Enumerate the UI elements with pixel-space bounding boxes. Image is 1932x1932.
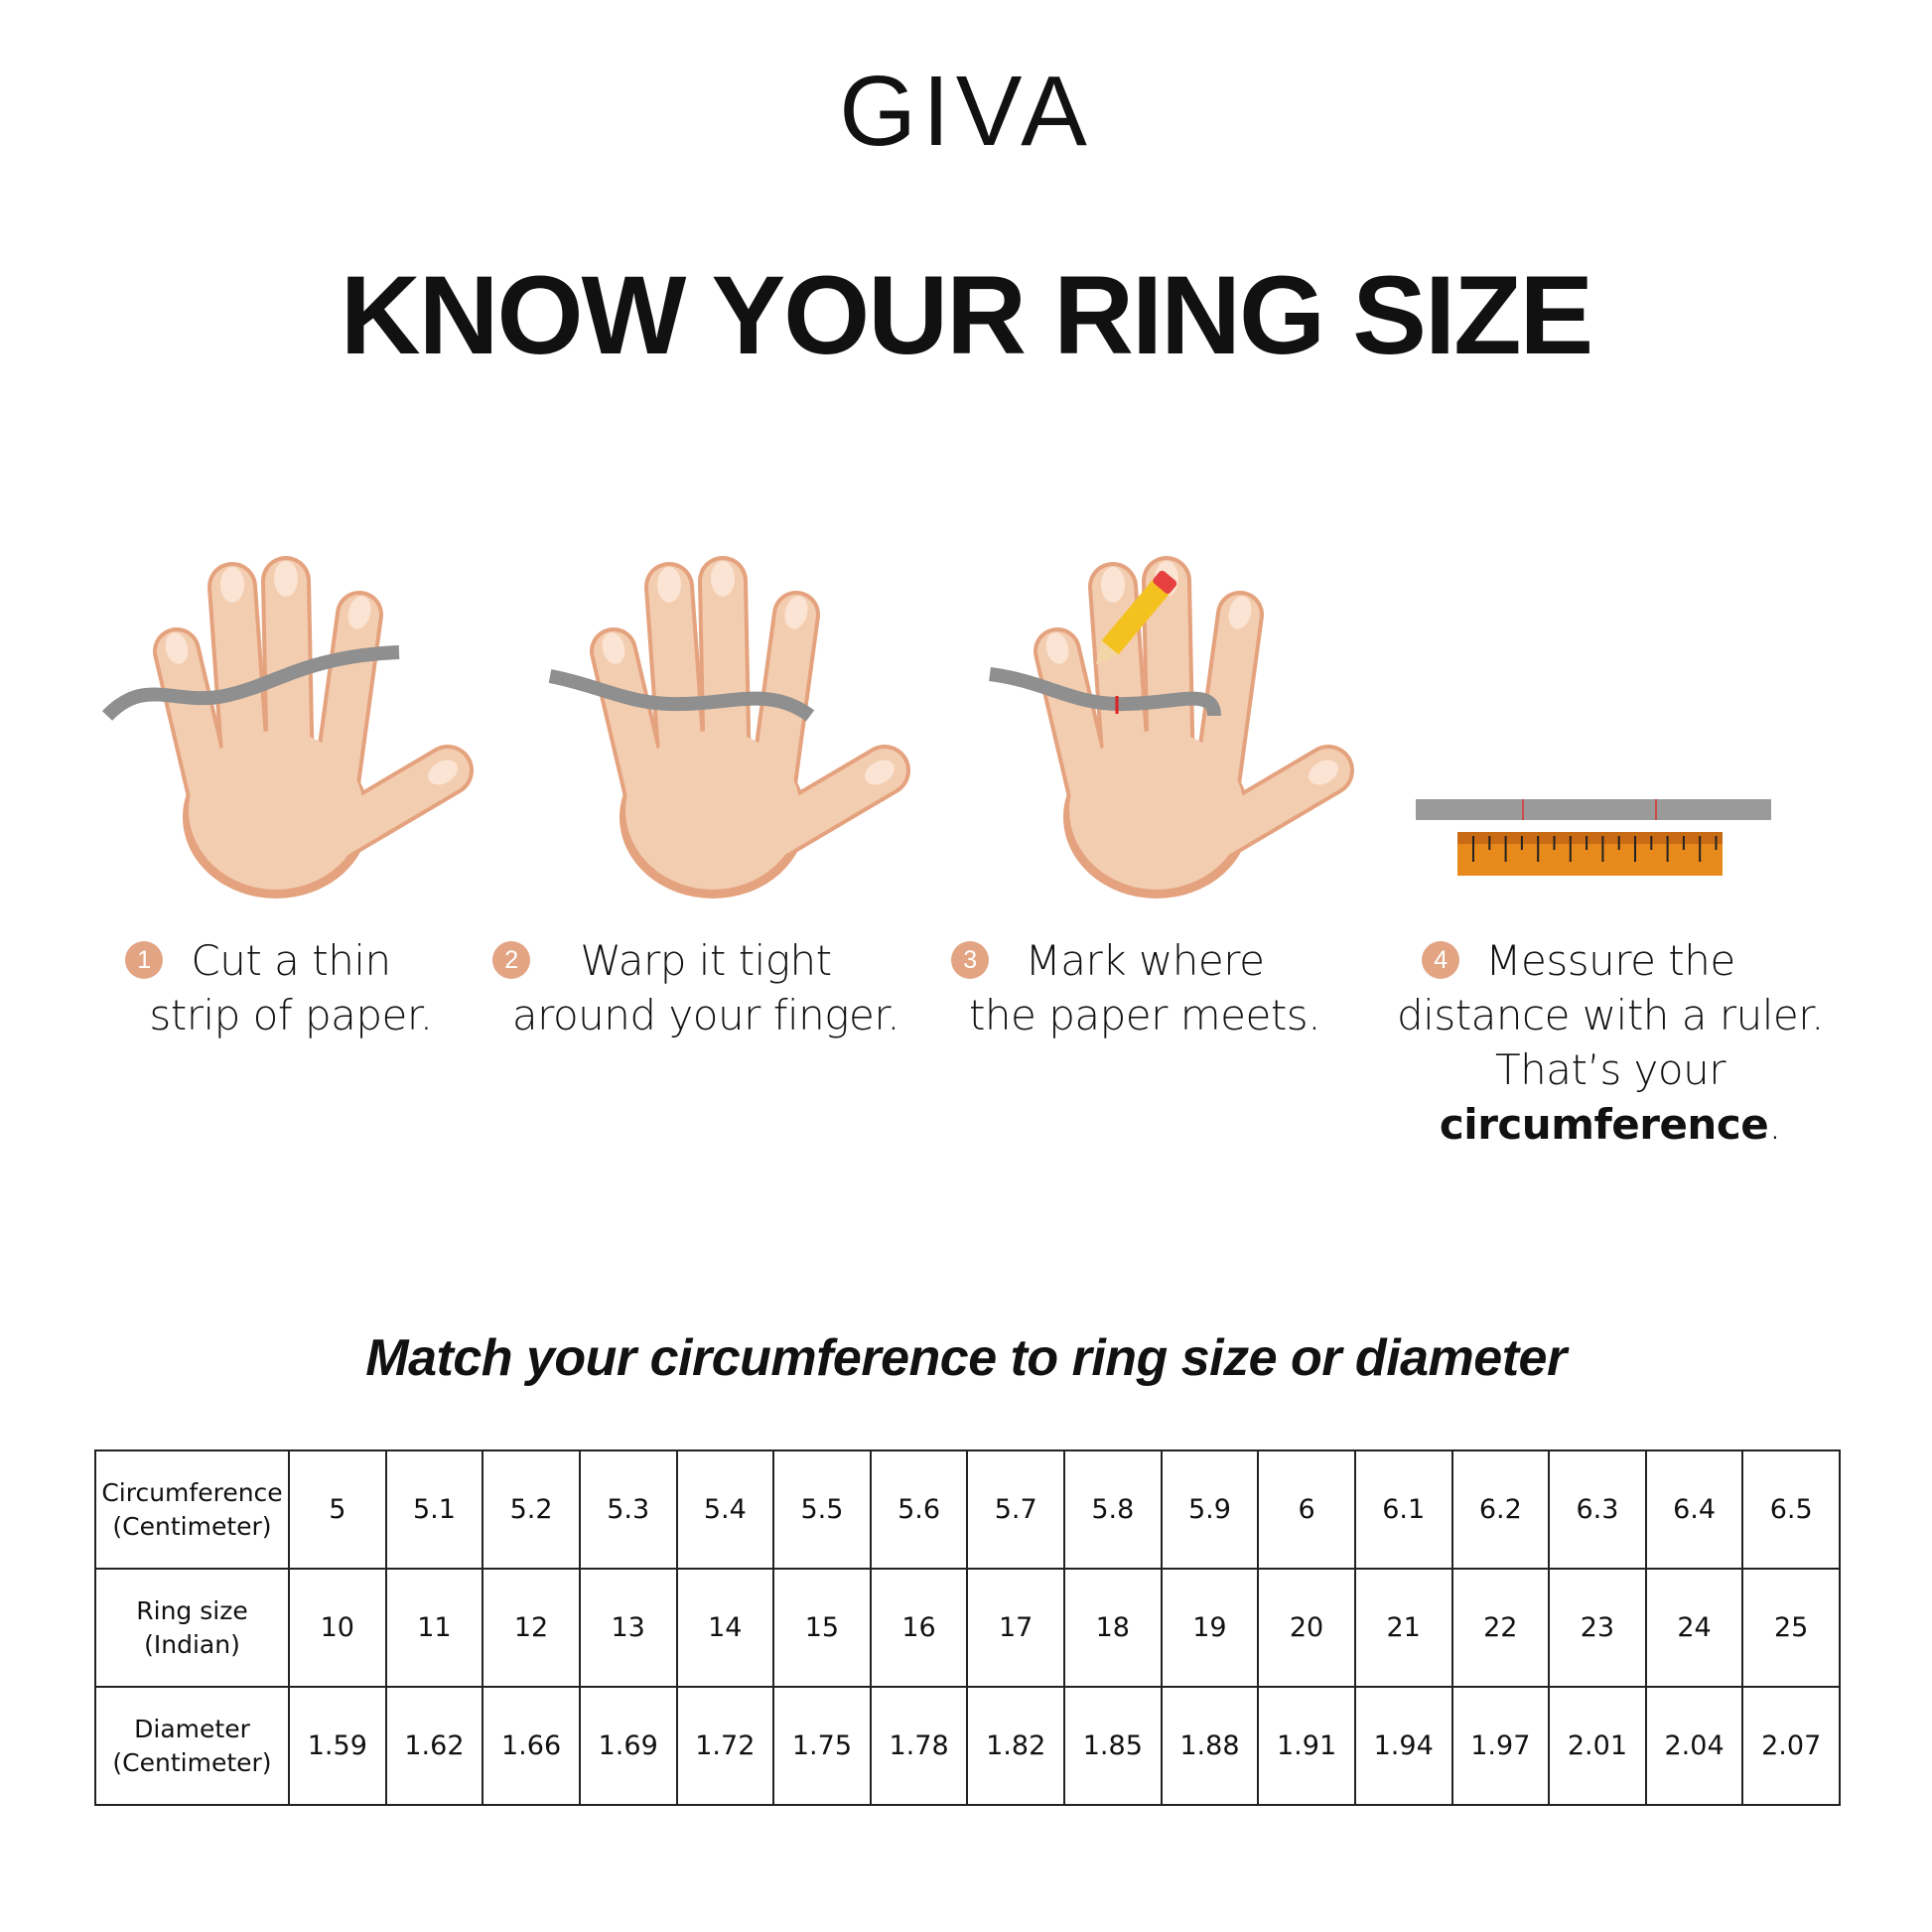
step-number-badge: 3 (951, 941, 989, 979)
step-text-line: distance with a ruler. (1396, 991, 1825, 1039)
table-cell: 1.66 (482, 1686, 581, 1806)
table-cell: 5.8 (1063, 1449, 1163, 1570)
table-cell: 13 (578, 1568, 678, 1688)
table-cell: 19 (1160, 1568, 1260, 1688)
table-cell: 5.7 (966, 1449, 1065, 1570)
table-cell: 17 (966, 1568, 1065, 1688)
row-header-line: (Centimeter) (112, 1747, 272, 1777)
table-cell: 6.2 (1450, 1449, 1551, 1570)
paper-strip (989, 667, 1221, 717)
table-cell: 2.01 (1548, 1686, 1647, 1806)
table-cell: 1.78 (869, 1686, 969, 1806)
step-text-line: Mark where (1025, 936, 1265, 985)
row-header-line: (Centimeter) (112, 1511, 272, 1541)
table-row: Ring size (Indian) 10 11 12 13 14 15 16 17 18 19 20 2… (94, 1568, 1841, 1688)
table-cell: 5.4 (675, 1449, 775, 1570)
hand-step-1 (101, 561, 462, 898)
table-cell: 6.5 (1741, 1449, 1841, 1570)
table-cell: 5.6 (869, 1449, 969, 1570)
table-cell: 20 (1257, 1568, 1356, 1688)
table-cell: 5.9 (1160, 1449, 1260, 1570)
row-header-line: Circumference (101, 1477, 283, 1507)
step-text-line: Messure the (1485, 936, 1735, 985)
table-cell: 5 (288, 1449, 387, 1570)
table-cell: 5.2 (482, 1449, 581, 1570)
table-heading: Match your circumference to ring size or… (365, 1329, 1567, 1387)
step-number-badge: 1 (125, 941, 163, 979)
step-1: 1 Cut a thin strip of paper. (53, 933, 529, 1042)
table-cell: 1.59 (288, 1686, 387, 1806)
table-cell: 1.62 (384, 1686, 484, 1806)
instruction-illustrations (101, 0, 1771, 933)
row-header-line: Diameter (134, 1714, 250, 1743)
table-cell: 14 (675, 1568, 775, 1688)
table-cell: 5.5 (772, 1449, 872, 1570)
pencil-icon (1095, 570, 1177, 665)
table-cell: 25 (1741, 1568, 1841, 1688)
step-text-line: That’s your circumference. (1439, 1045, 1782, 1149)
table-cell: 6.3 (1548, 1449, 1647, 1570)
paper-strip (548, 669, 815, 722)
row-header-line: Ring size (136, 1595, 248, 1625)
ruler-illustration (1416, 799, 1771, 876)
table-cell: 24 (1644, 1568, 1744, 1688)
table-cell: 23 (1548, 1568, 1647, 1688)
page-title: KNOW YOUR RING SIZE (340, 253, 1593, 377)
table-cell: 21 (1353, 1568, 1453, 1688)
step-2: 2 Warp it tight around your finger. (468, 933, 944, 1042)
giva-logo: GIVA (839, 56, 1093, 167)
row-header-line: (Indian) (144, 1629, 240, 1659)
table-cell: 1.91 (1257, 1686, 1356, 1806)
table-cell: 5.1 (384, 1449, 484, 1570)
step-text-line: Cut a thin (191, 936, 391, 985)
table-cell: 1.94 (1353, 1686, 1453, 1806)
step-3: 3 Mark where the paper meets. (906, 933, 1383, 1042)
paper-strip (1416, 799, 1771, 820)
step-number-badge: 2 (492, 941, 530, 979)
step-text-line: around your finger. (511, 991, 900, 1039)
row-header: Circumference (Centimeter) (94, 1449, 290, 1570)
table-cell: 1.88 (1160, 1686, 1260, 1806)
table-cell: 1.85 (1063, 1686, 1163, 1806)
table-cell: 1.75 (772, 1686, 872, 1806)
table-cell: 12 (482, 1568, 581, 1688)
table-cell: 15 (772, 1568, 872, 1688)
table-row: Diameter (Centimeter) 1.59 1.62 1.66 1.69 1.72… (94, 1686, 1841, 1806)
paper-strip (101, 645, 400, 722)
table-cell: 22 (1450, 1568, 1551, 1688)
table-cell: 1.82 (966, 1686, 1065, 1806)
table-cell: 5.3 (578, 1449, 678, 1570)
table-cell: 1.69 (578, 1686, 678, 1806)
circumference-emphasis: circumference (1439, 1100, 1769, 1149)
table-cell: 6.4 (1644, 1449, 1744, 1570)
step-text-line: the paper meets. (968, 991, 1321, 1039)
ring-size-table: Circumference (Centimeter) 5 5.1 5.2 5.3 5.4 5.… (94, 1449, 1841, 1806)
table-cell: 1.72 (675, 1686, 775, 1806)
table-cell: 18 (1063, 1568, 1163, 1688)
step-4: 4 Messure the distance with a ruler. Tha… (1342, 933, 1878, 1152)
table-row: Circumference (Centimeter) 5 5.1 5.2 5.3 5.4 5.… (94, 1449, 1841, 1570)
row-header: Ring size (Indian) (94, 1568, 290, 1688)
table-cell: 11 (384, 1568, 484, 1688)
table-cell: 2.07 (1741, 1686, 1841, 1806)
row-header: Diameter (Centimeter) (94, 1686, 290, 1806)
hand-step-2 (548, 561, 898, 898)
table-cell: 16 (869, 1568, 969, 1688)
table-cell: 6 (1257, 1449, 1356, 1570)
step-text-line: Warp it tight (580, 936, 832, 985)
step-text-line: strip of paper. (149, 991, 433, 1039)
table-cell: 6.1 (1353, 1449, 1453, 1570)
table-cell: 10 (288, 1568, 387, 1688)
step-number-badge: 4 (1422, 941, 1459, 979)
table-cell: 2.04 (1644, 1686, 1744, 1806)
hand-step-3 (989, 561, 1342, 898)
table-cell: 1.97 (1450, 1686, 1551, 1806)
